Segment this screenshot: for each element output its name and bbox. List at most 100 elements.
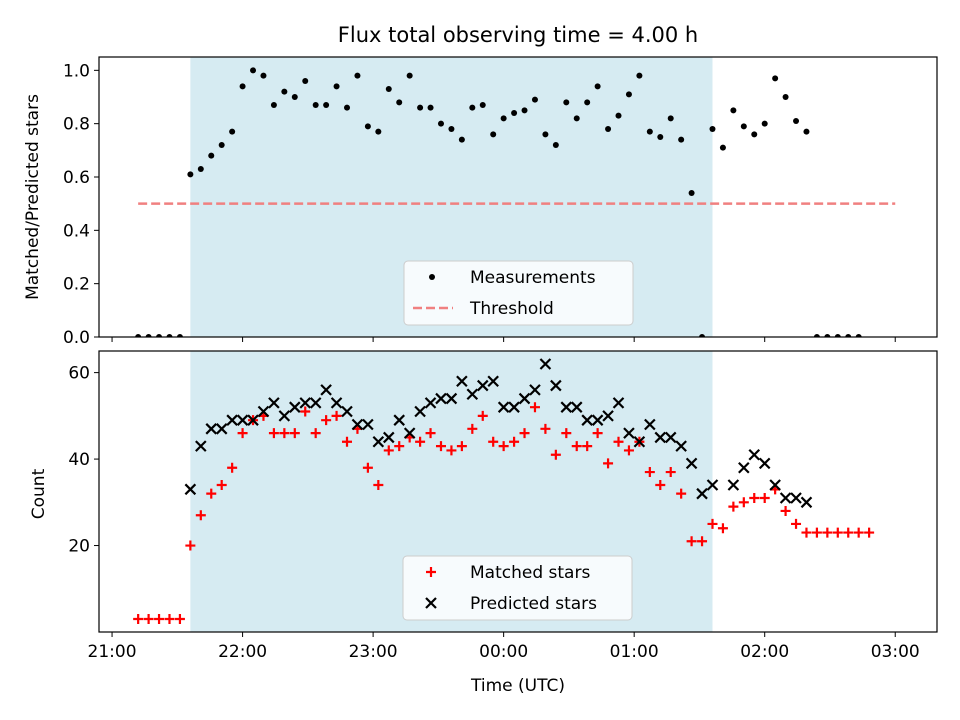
measurement-point — [667, 115, 674, 122]
top-panel: 0.0 0.2 0.4 0.6 0.8 1.0 Matched/Predicted sta… — [23, 56, 938, 348]
measurement-point — [302, 78, 309, 84]
matched-star-point — [519, 428, 530, 439]
measurement-point — [344, 104, 351, 111]
matched-star-point — [603, 458, 614, 469]
matched-star-point — [383, 445, 394, 456]
predicted-star-point — [309, 397, 322, 409]
measurement-point — [542, 131, 549, 138]
legend-measurement-marker — [429, 274, 435, 280]
predicted-star-point — [644, 418, 656, 431]
measurement-point — [364, 123, 371, 130]
predicted-star-point — [685, 457, 698, 470]
measurement-point — [176, 334, 183, 337]
measurement-point — [625, 91, 632, 98]
measurement-point — [793, 118, 800, 124]
matched-star-point — [488, 436, 499, 447]
predicted-star-point — [518, 392, 531, 405]
measurement-point — [688, 190, 695, 196]
matched-star-point — [216, 480, 227, 491]
measurement-point — [719, 144, 726, 151]
measurement-point — [678, 136, 685, 143]
predicted-star-point — [205, 423, 218, 435]
measurement-point — [751, 131, 758, 138]
matched-star-point — [623, 445, 634, 456]
legend-matched-marker — [426, 567, 436, 577]
measurement-point — [229, 128, 236, 135]
matched-star-point — [143, 614, 154, 625]
top-y-tick-label: 0.4 — [63, 221, 90, 241]
measurement-point — [699, 334, 706, 337]
measurement-point — [511, 110, 518, 116]
matched-star-point — [864, 527, 875, 538]
measurement-point — [740, 123, 747, 130]
matched-star-point — [780, 505, 791, 516]
measurement-point — [396, 99, 403, 106]
matched-star-point — [331, 410, 342, 421]
matched-star-point — [227, 462, 238, 473]
matched-star-point — [832, 527, 843, 538]
measurement-point — [730, 107, 737, 114]
measurement-point — [772, 75, 779, 82]
predicted-star-point — [289, 401, 301, 413]
measurement-point — [761, 120, 768, 127]
predicted-star-point — [779, 492, 792, 504]
measurement-point — [260, 72, 267, 79]
predicted-star-point — [539, 358, 552, 370]
measurement-point — [208, 152, 215, 159]
top-y-axis-label: Matched/Predicted stars — [23, 94, 43, 300]
measurement-point — [594, 83, 601, 90]
x-tick-label: 21:00 — [88, 642, 137, 662]
legend-threshold-label: Threshold — [469, 299, 554, 319]
matched-star-point — [801, 527, 812, 538]
measurement-point — [573, 115, 580, 122]
matched-star-point — [707, 518, 718, 529]
matched-star-point — [300, 406, 311, 417]
measurement-point — [709, 126, 716, 132]
matched-star-point — [456, 441, 467, 452]
matched-star-point — [164, 614, 175, 625]
top-legend-box — [403, 260, 634, 326]
measurement-point — [500, 115, 507, 122]
predicted-star-point — [236, 414, 249, 426]
predicted-star-point — [330, 397, 343, 409]
predicted-star-point — [790, 492, 802, 504]
measurement-point — [333, 83, 340, 90]
bottom-y-tick-label: 40 — [68, 450, 90, 470]
top-data-marks — [135, 67, 896, 337]
measurement-point — [250, 67, 257, 74]
measurement-point — [218, 142, 225, 148]
matched-star-point — [592, 428, 603, 439]
predicted-star-point — [800, 496, 813, 509]
matched-star-point — [185, 540, 196, 551]
measurement-point — [469, 104, 476, 111]
measurement-point — [563, 99, 570, 106]
matched-star-point — [435, 441, 446, 452]
matched-star-point — [206, 488, 217, 499]
measurement-point — [145, 334, 152, 337]
predicted-star-point — [299, 397, 312, 409]
predicted-star-point — [403, 427, 416, 439]
matched-star-point — [550, 449, 561, 460]
matched-star-point — [362, 462, 373, 473]
measurement-point — [270, 102, 277, 108]
x-tick-label: 23:00 — [349, 642, 398, 662]
predicted-star-point — [393, 414, 405, 426]
matched-star-point — [561, 428, 572, 439]
predicted-star-point — [414, 405, 426, 418]
measurement-point — [824, 334, 831, 337]
matched-star-point — [174, 614, 185, 625]
predicted-star-point — [257, 405, 270, 418]
matched-star-point — [717, 523, 728, 534]
legend-predicted-marker — [425, 597, 437, 609]
predicted-star-point — [351, 418, 364, 431]
matched-star-point — [655, 480, 666, 491]
predicted-star-point — [612, 397, 625, 409]
matched-star-point — [467, 423, 478, 434]
matched-star-point — [415, 436, 426, 447]
predicted-star-point — [497, 401, 510, 413]
predicted-star-point — [247, 414, 259, 426]
predicted-star-point — [769, 479, 781, 491]
matched-star-point — [373, 480, 384, 491]
top-axes-frame — [98, 56, 938, 338]
